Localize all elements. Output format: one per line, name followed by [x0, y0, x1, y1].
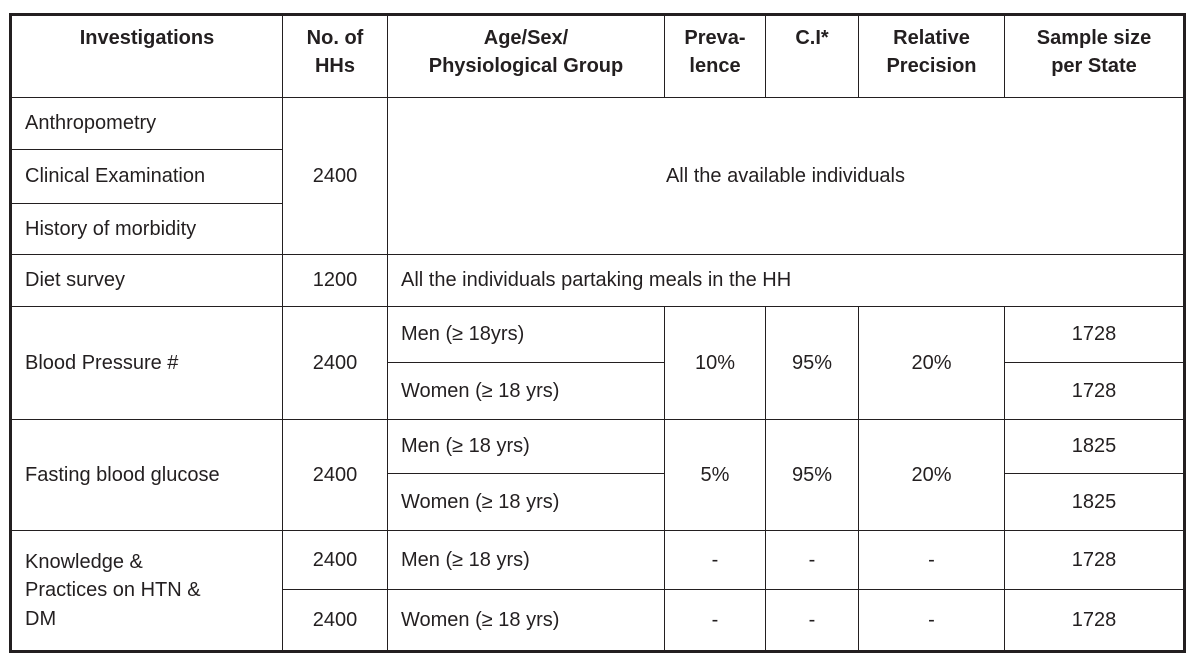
col-header-prevalence: Preva- lence	[664, 14, 766, 98]
cell-knowledge-practices-men-prevalence: -	[664, 530, 766, 590]
cell-clinical-examination-investigation: Clinical Examination	[10, 149, 283, 204]
cell-knowledge-practices-women-sample: 1728	[1004, 589, 1185, 652]
cell-fasting-blood-glucose-women-group: Women (≥ 18 yrs)	[387, 473, 665, 531]
cell-fasting-blood-glucose-relative-precision: 20%	[858, 419, 1005, 531]
row-knowledge-practices-men: Knowledge & Practices on HTN & DM 2400 M…	[10, 530, 1185, 652]
cell-household-group-no-of-hhs: 2400	[282, 97, 388, 255]
cell-knowledge-practices-women-prevalence: -	[664, 589, 766, 652]
cell-diet-survey-note: All the individuals partaking meals in t…	[387, 254, 1185, 307]
cell-knowledge-practices-women-ci: -	[765, 589, 859, 652]
cell-fasting-blood-glucose-men-group: Men (≥ 18 yrs)	[387, 419, 665, 474]
cell-blood-pressure-prevalence: 10%	[664, 306, 766, 420]
cell-blood-pressure-ci: 95%	[765, 306, 859, 420]
cell-blood-pressure-women-sample: 1728	[1004, 362, 1185, 420]
cell-knowledge-practices-women-no-of-hhs: 2400	[282, 589, 388, 652]
cell-knowledge-practices-men-group: Men (≥ 18 yrs)	[387, 530, 665, 590]
cell-anthropometry-investigation: Anthropometry	[10, 97, 283, 150]
col-header-relative-precision: Relative Precision	[858, 14, 1005, 98]
cell-knowledge-practices-women-group: Women (≥ 18 yrs)	[387, 589, 665, 652]
col-header-no-of-hhs: No. of HHs	[282, 14, 388, 98]
header-row: Investigations No. of HHs Age/Sex/ Physi…	[10, 14, 1185, 98]
row-fasting-blood-glucose-women: Women (≥ 18 yrs) 1825	[11, 473, 1185, 531]
cell-blood-pressure-no-of-hhs: 2400	[282, 306, 388, 420]
cell-diet-survey-investigation: Diet survey	[10, 254, 283, 307]
cell-knowledge-practices-women-relative-precision: -	[858, 589, 1005, 652]
row-knowledge-practices-women: 2400 Women (≥ 18 yrs) - - - 1728	[11, 589, 1185, 652]
cell-fasting-blood-glucose-no-of-hhs: 2400	[282, 419, 388, 531]
row-fasting-blood-glucose-men: Fasting blood glucose 2400 Men (≥ 18 yrs…	[10, 419, 1185, 531]
cell-blood-pressure-relative-precision: 20%	[858, 306, 1005, 420]
cell-knowledge-practices-investigation: Knowledge & Practices on HTN & DM	[10, 530, 283, 652]
cell-knowledge-practices-men-relative-precision: -	[858, 530, 1005, 590]
row-diet-survey: Diet survey 1200 All the individuals par…	[10, 254, 1185, 307]
cell-fasting-blood-glucose-men-sample: 1825	[1004, 419, 1185, 474]
col-header-age-sex-group: Age/Sex/ Physiological Group	[387, 14, 665, 98]
cell-blood-pressure-women-group: Women (≥ 18 yrs)	[387, 362, 665, 420]
col-header-ci: C.I*	[765, 14, 859, 98]
col-header-investigations: Investigations	[10, 14, 283, 98]
row-history-of-morbidity: History of morbidity	[10, 203, 1185, 255]
cell-knowledge-practices-men-no-of-hhs: 2400	[282, 530, 388, 590]
cell-household-group-note: All the available individuals	[387, 97, 1185, 255]
row-blood-pressure-men: Blood Pressure # 2400 Men (≥ 18yrs) 10% …	[10, 306, 1185, 420]
cell-fasting-blood-glucose-investigation: Fasting blood glucose	[10, 419, 283, 531]
row-anthropometry: Anthropometry 2400 All the available ind…	[10, 97, 1185, 255]
cell-blood-pressure-men-sample: 1728	[1004, 306, 1185, 363]
cell-knowledge-practices-men-sample: 1728	[1004, 530, 1185, 590]
cell-history-of-morbidity-investigation: History of morbidity	[10, 203, 283, 255]
cell-fasting-blood-glucose-prevalence: 5%	[664, 419, 766, 531]
cell-blood-pressure-men-group: Men (≥ 18yrs)	[387, 306, 665, 363]
cell-fasting-blood-glucose-ci: 95%	[765, 419, 859, 531]
col-header-sample-size: Sample size per State	[1004, 14, 1185, 98]
cell-knowledge-practices-men-ci: -	[765, 530, 859, 590]
cell-fasting-blood-glucose-women-sample: 1825	[1004, 473, 1185, 531]
row-clinical-examination: Clinical Examination	[10, 149, 1185, 204]
sampling-plan-table: Investigations No. of HHs Age/Sex/ Physi…	[9, 13, 1186, 653]
cell-blood-pressure-investigation: Blood Pressure #	[10, 306, 283, 420]
cell-diet-survey-no-of-hhs: 1200	[282, 254, 388, 307]
